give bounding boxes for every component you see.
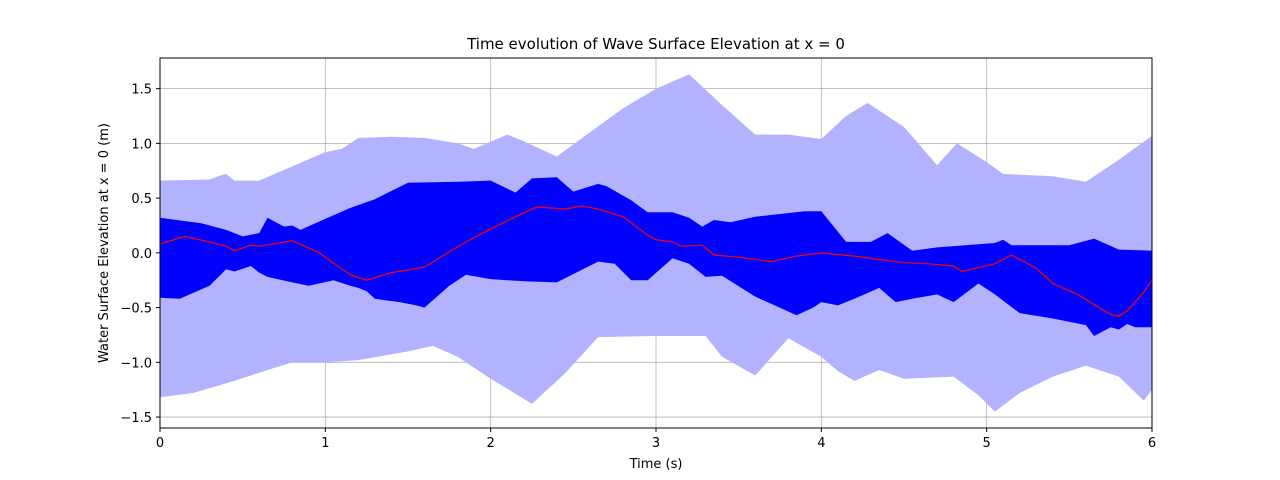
x-tick-label: 4 [817,436,825,451]
x-tick-label: 3 [652,436,660,451]
y-tick-label: 1.5 [131,83,152,98]
ticks: 0 1 2 3 4 5 6 −1.5 −1.0 −0.5 0.0 0.5 1.0 1.5 [120,83,1156,451]
y-axis-label: Water Surface Elevation at x = 0 (m) [97,123,112,363]
y-tick-label: 0.0 [131,247,152,262]
y-tick-label: 1.0 [131,137,152,152]
x-tick-label: 1 [321,436,329,451]
y-tick-label: −0.5 [120,302,152,317]
chart-title: Time evolution of Wave Surface Elevation… [466,35,845,53]
bands [160,74,1152,412]
inner-band [160,177,1152,336]
y-tick-label: 0.5 [131,192,152,207]
x-axis-label: Time (s) [629,457,683,472]
x-tick-label: 5 [983,436,991,451]
x-tick-label: 2 [487,436,495,451]
x-tick-label: 6 [1148,436,1156,451]
mean-line [159,205,1153,317]
y-tick-label: −1.0 [120,356,152,371]
x-tick-label: 0 [156,436,164,451]
mean-line-layer [159,205,1153,317]
y-tick-label: −1.5 [120,411,152,426]
